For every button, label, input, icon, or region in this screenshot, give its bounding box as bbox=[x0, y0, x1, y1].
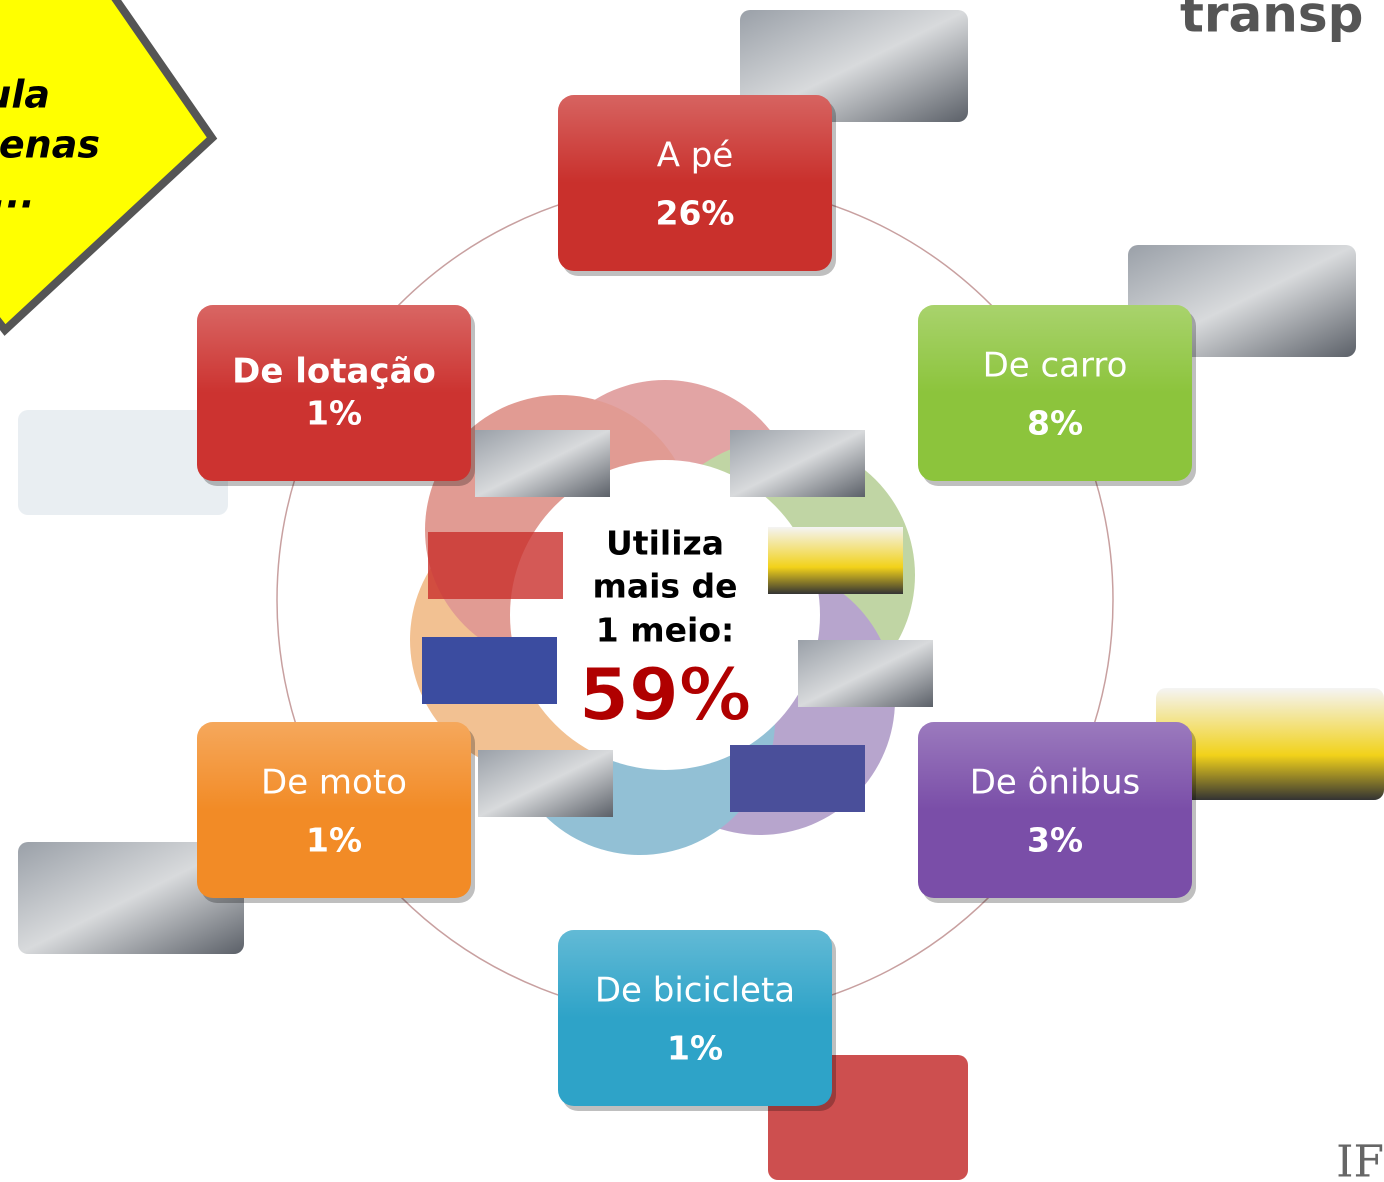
node-label: De moto bbox=[261, 763, 407, 803]
node-share: 1% bbox=[306, 394, 362, 433]
box-shine bbox=[558, 930, 832, 1106]
node-share: 8% bbox=[1027, 404, 1083, 443]
box-shine bbox=[197, 722, 471, 898]
box-shine bbox=[558, 95, 832, 271]
logo: IF bbox=[1336, 1137, 1384, 1182]
node-label: A pé bbox=[657, 136, 734, 176]
center-text: Utiliza bbox=[606, 524, 724, 563]
node-share: 26% bbox=[656, 194, 735, 233]
node-label: De lotação bbox=[232, 352, 436, 392]
title: transp bbox=[1180, 0, 1363, 44]
box-shine bbox=[918, 722, 1192, 898]
node-label: De ônibus bbox=[970, 763, 1141, 803]
sign-text: ... bbox=[0, 173, 35, 217]
sign-text: enas bbox=[0, 123, 100, 167]
node-label: De carro bbox=[983, 346, 1128, 386]
node-share: 3% bbox=[1027, 821, 1083, 860]
center-text: mais de bbox=[592, 567, 737, 606]
center-share: 59% bbox=[579, 653, 751, 737]
sign-text: rcula bbox=[0, 73, 50, 117]
slide: rcula enas ... transp Utiliza mais de 1 … bbox=[0, 0, 1384, 1182]
node-label: De bicicleta bbox=[595, 971, 795, 1011]
center-text: 1 meio: bbox=[596, 611, 734, 650]
node-share: 1% bbox=[667, 1029, 723, 1068]
box-shine bbox=[918, 305, 1192, 481]
node-share: 1% bbox=[306, 821, 362, 860]
